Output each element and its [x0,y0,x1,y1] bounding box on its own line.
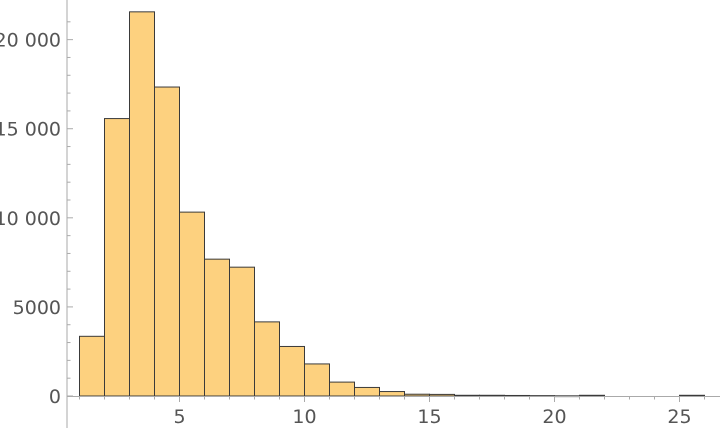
histogram-bar [304,363,330,397]
histogram-bar [229,266,255,397]
y-axis-ticks: 0 5000 10 000 15 000 20 000 [0,21,73,408]
x-tick-label: 5 [173,406,185,428]
histogram-bar [104,118,130,397]
histogram-bar [79,335,105,397]
x-tick-label: 25 [667,406,691,428]
histogram-bar [254,321,280,397]
histogram-bar [454,394,480,397]
histogram-bar [204,258,230,397]
histogram-bar [579,394,605,397]
histogram-bar [329,381,355,397]
y-tick-label: 0 [49,386,61,408]
histogram-bar [429,393,455,397]
x-tick-label: 20 [542,406,566,428]
y-tick-label: 20 000 [0,30,61,52]
x-tick-label: 10 [292,406,316,428]
histogram-bar [154,86,180,397]
y-tick-label: 15 000 [0,119,61,141]
axes [66,0,720,428]
y-tick-label: 10 000 [0,208,61,230]
histogram-bar [129,11,155,397]
y-tick-label: 5000 [13,297,61,319]
histogram-bar [354,386,380,397]
x-tick-label: 15 [417,406,441,428]
histogram-bar [404,393,430,397]
histogram-bar [479,394,505,397]
x-axis-ticks: 5 10 15 20 25 [79,396,705,428]
histogram-bar [379,391,405,397]
histogram-bar [279,345,305,397]
histogram-bar [679,394,705,397]
histogram-bars [79,11,705,398]
histogram-bar [179,211,205,397]
